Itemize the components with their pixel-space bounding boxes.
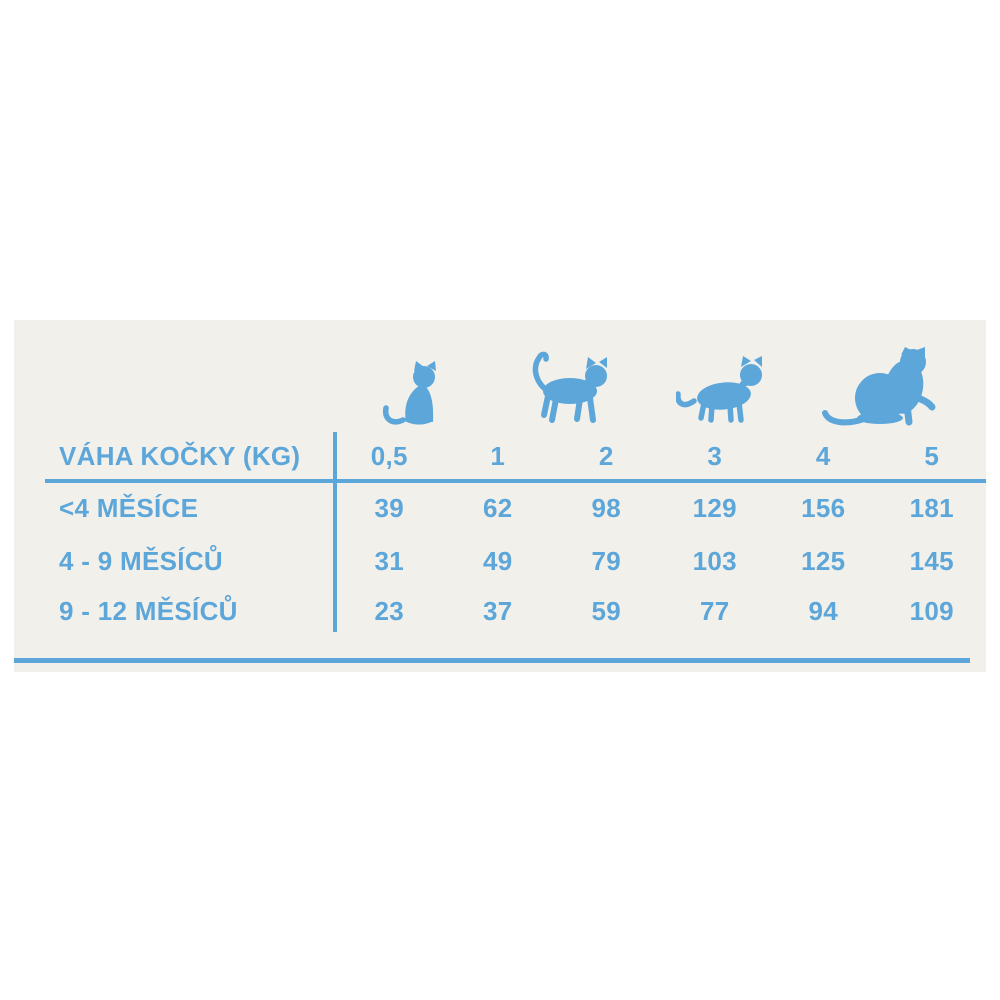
column-divider-line — [333, 432, 337, 632]
header-underline — [45, 479, 986, 483]
portion-value: 109 — [909, 595, 954, 626]
weight-column-header: 0,5 — [370, 441, 408, 471]
cat-large-sitting-icon — [822, 347, 938, 427]
portion-value: 37 — [482, 595, 513, 626]
weight-column-header: 5 — [924, 441, 940, 471]
portion-value: 31 — [374, 545, 405, 576]
table-header-weight-label: VÁHA KOČKY (KG) — [59, 441, 301, 471]
age-row-label: 9 - 12 MĚSÍCŮ — [59, 595, 238, 626]
weight-column-header: 1 — [490, 441, 506, 471]
portion-value: 129 — [692, 493, 737, 523]
portion-value: 98 — [591, 493, 622, 523]
portion-value: 23 — [374, 595, 405, 626]
portion-value: 181 — [909, 493, 954, 523]
feeding-table-panel: VÁHA KOČKY (KG) 0,5 1 2 3 4 5 <4 MĚSÍCE … — [14, 320, 986, 672]
portion-value: 59 — [591, 595, 622, 626]
portion-value: 62 — [482, 493, 513, 523]
portion-value: 94 — [808, 595, 839, 626]
portion-value: 103 — [692, 545, 737, 576]
weight-column-header: 4 — [815, 441, 831, 471]
portion-value: 125 — [801, 545, 846, 576]
feeding-table: VÁHA KOČKY (KG) 0,5 1 2 3 4 5 <4 MĚSÍCE … — [45, 432, 986, 636]
cat-walking-icon — [526, 349, 610, 425]
portion-value: 39 — [374, 493, 405, 523]
weight-column-header: 3 — [707, 441, 723, 471]
age-row-label: <4 MĚSÍCE — [59, 493, 199, 523]
portion-value: 145 — [909, 545, 954, 576]
cat-kitten-sitting-icon — [383, 361, 447, 425]
portion-value: 49 — [482, 545, 513, 576]
portion-value: 156 — [801, 493, 846, 523]
cat-stalking-icon — [676, 351, 764, 425]
portion-value: 79 — [591, 545, 622, 576]
age-row-label: 4 - 9 MĚSÍCŮ — [59, 545, 223, 576]
bottom-rule-line — [14, 658, 970, 663]
portion-value: 77 — [699, 595, 730, 626]
weight-column-header: 2 — [598, 441, 614, 471]
